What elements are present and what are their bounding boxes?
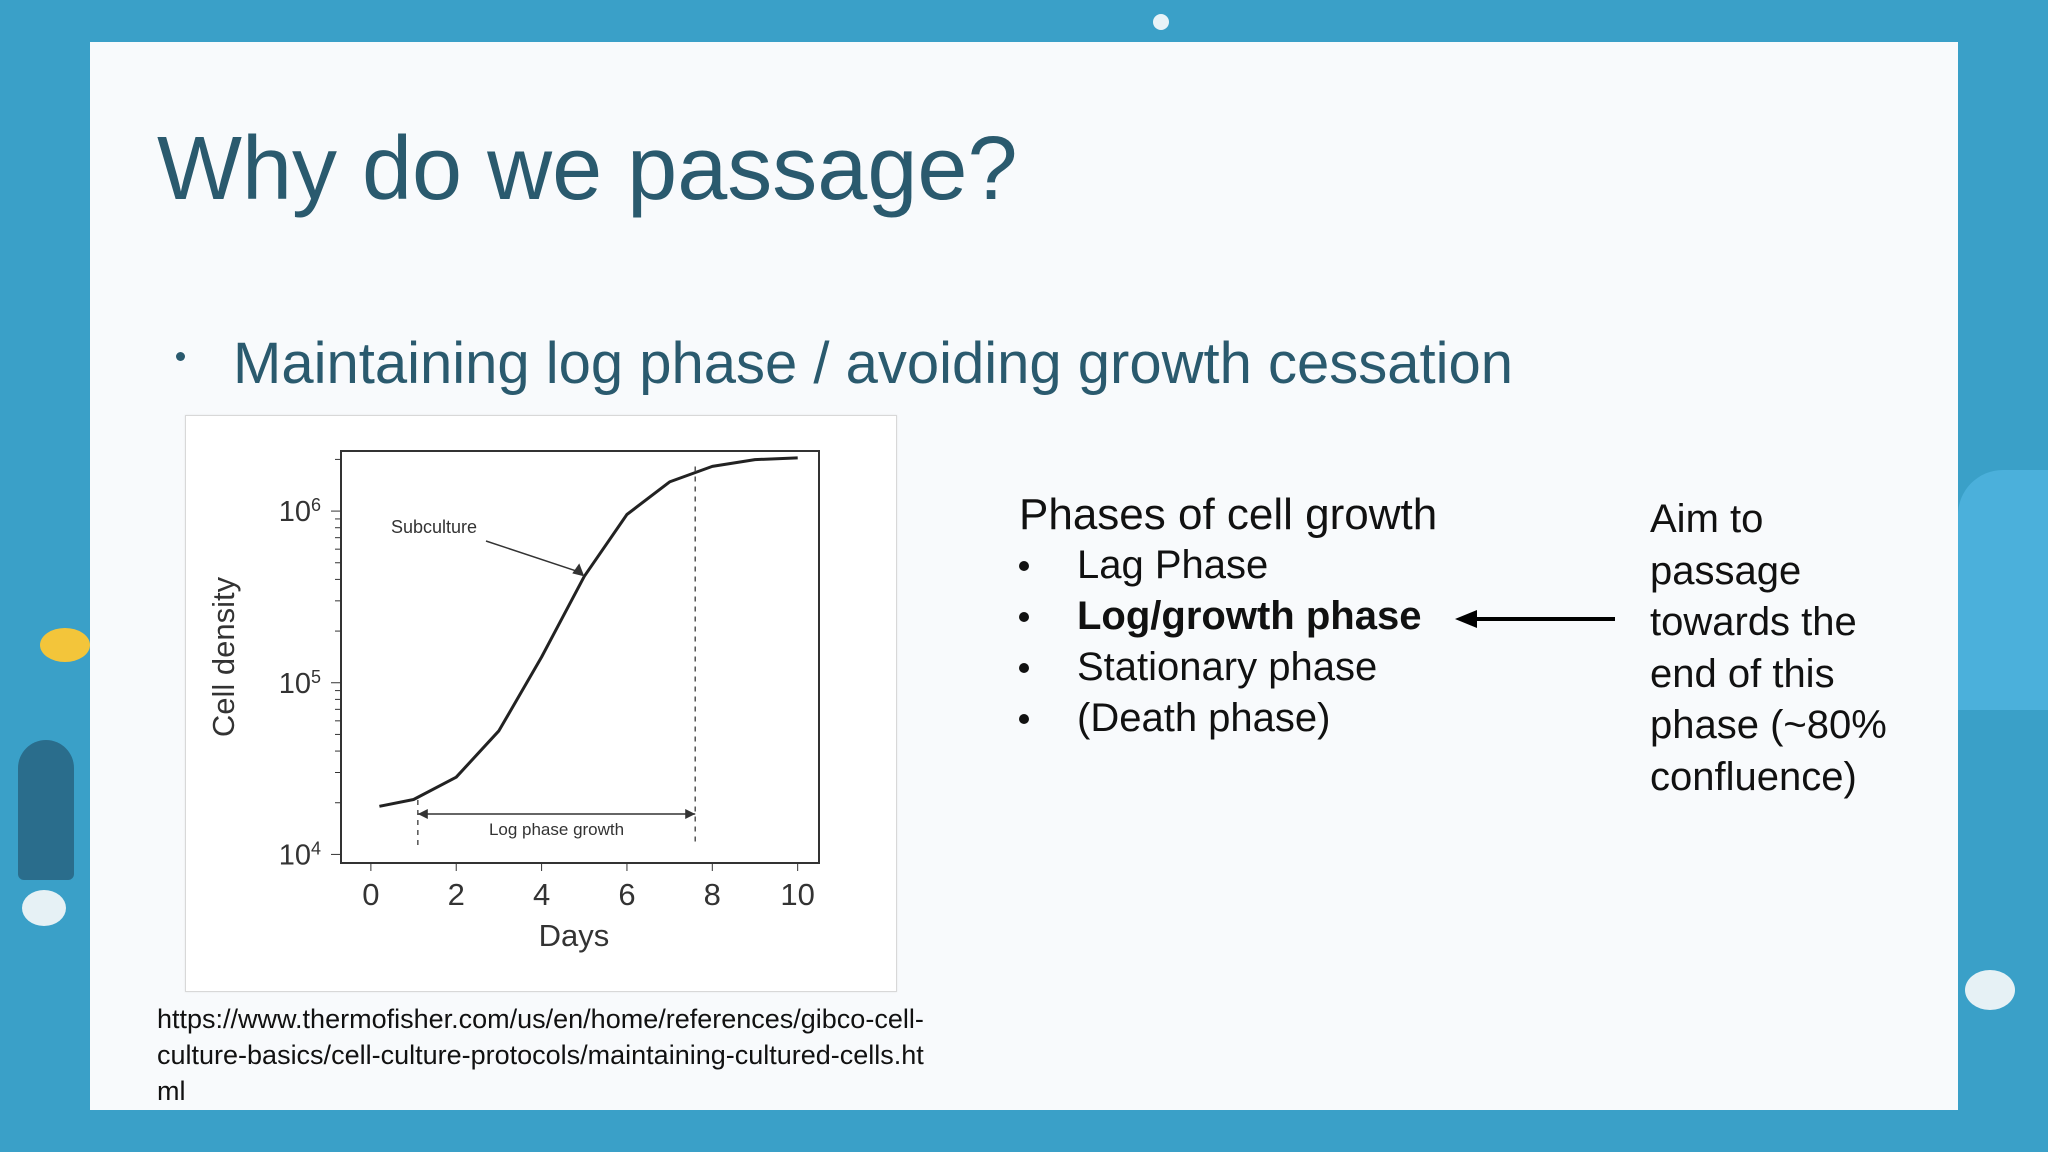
main-bullet-dot (176, 352, 185, 361)
bullet-dot (1019, 561, 1029, 571)
source-link[interactable]: https://www.thermofisher.com/us/en/home/… (157, 1004, 924, 1106)
subculture-label: Subculture (391, 517, 477, 537)
y-tick-label: 106 (279, 495, 321, 528)
decor-bird-left (40, 628, 90, 662)
bullet-dot (1019, 612, 1029, 622)
bullet-dot (1019, 714, 1029, 724)
slide-title: Why do we passage? (157, 119, 1018, 219)
phase-label: Log/growth phase (1077, 594, 1422, 638)
subculture-pointer (485, 540, 581, 574)
decor-duck-right (1965, 970, 2015, 1010)
decor-pin (1153, 14, 1169, 30)
y-tick-label: 104 (279, 838, 321, 871)
plot-frame (340, 450, 820, 864)
bullet-dot (1019, 663, 1029, 673)
growth-curve-chart: 104 105 106 0 2 4 6 8 10 Days Cell density Subcultu… (206, 450, 820, 953)
decor-figure-left (18, 740, 74, 880)
aim-note: Aim to passage towards the end of this p… (1650, 497, 1887, 799)
phase-label: (Death phase) (1077, 696, 1331, 740)
log-phase-arrow-right (685, 809, 696, 819)
x-tick-label: 4 (533, 877, 550, 912)
y-axis-label: Cell density (206, 576, 241, 737)
x-tick-label: 10 (780, 877, 814, 912)
phase-label: Stationary phase (1077, 645, 1378, 689)
x-tick-label: 8 (704, 877, 721, 912)
decor-duck-left (22, 890, 66, 926)
subculture-arrowhead (572, 563, 585, 577)
x-axis-label: Days (539, 918, 610, 953)
phase-label: Lag Phase (1077, 543, 1269, 587)
y-tick-label: 105 (279, 667, 321, 700)
growth-curve-figure: 104 105 106 0 2 4 6 8 10 Days Cell density Subcultu… (185, 415, 897, 992)
x-tick-label: 6 (618, 877, 635, 912)
x-tick-label: 2 (448, 877, 465, 912)
growth-curve-line (379, 456, 798, 808)
decor-tree-right (1958, 470, 2048, 710)
log-phase-label: Log phase growth (489, 820, 624, 839)
log-phase-arrow-left (417, 809, 428, 819)
left-arrow-icon (1455, 610, 1615, 628)
main-bullet: Maintaining log phase / avoiding growth … (233, 331, 1514, 396)
phases-title: Phases of cell growth (1019, 490, 1438, 539)
x-tick-label: 0 (362, 877, 379, 912)
